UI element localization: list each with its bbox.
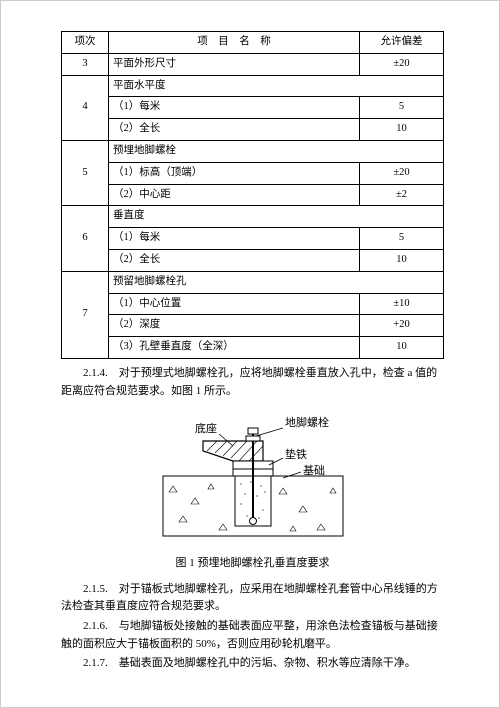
- label-shim: 垫铁: [285, 447, 307, 461]
- table-row: （3）孔壁垂直度（全深） 10: [62, 337, 444, 359]
- cell-group: 平面水平度: [109, 75, 444, 97]
- table-row: （2）全长 10: [62, 249, 444, 271]
- cell-sub: （2）中心距: [109, 184, 360, 206]
- para-215: 2.1.5. 对于锚板式地脚螺栓孔，应采用在地脚螺栓孔套管中心吊线锤的方法检查其…: [61, 581, 444, 616]
- cell-sub: （1）每米: [109, 228, 360, 250]
- para-217: 2.1.7. 基础表面及地脚螺栓孔中的污垢、杂物、积水等应清除干净。: [61, 655, 444, 673]
- table-row: 4 平面水平度: [62, 75, 444, 97]
- label-bolt: 地脚螺栓: [285, 415, 329, 429]
- cell-idx: 7: [62, 271, 109, 358]
- table-row: （1）每米 5: [62, 97, 444, 119]
- para-214: 2.1.4. 对于预埋式地脚螺栓孔，应将地脚螺栓垂直放入孔中，检查 a 值的距离…: [61, 365, 444, 400]
- cell-tol: ±2: [360, 184, 444, 206]
- table-row: （2）中心距 ±2: [62, 184, 444, 206]
- cell-group: 预埋地脚螺栓: [109, 140, 444, 162]
- table-row: 6 垂直度: [62, 206, 444, 228]
- cell-sub: （3）孔壁垂直度（全深）: [109, 337, 360, 359]
- figure-1: 底座 地脚螺栓 垫铁 基础: [61, 406, 444, 551]
- table-row: 5 预埋地脚螺栓: [62, 140, 444, 162]
- col-name: 项 目 名 称: [109, 32, 360, 54]
- col-idx: 项次: [62, 32, 109, 54]
- cell-sub: （2）深度: [109, 315, 360, 337]
- cell-idx: 3: [62, 53, 109, 75]
- cell-tol: +20: [360, 315, 444, 337]
- para-216: 2.1.6. 与地脚锚板处接触的基础表面应平整，用涂色法检查锚板与基础接触的面积…: [61, 618, 444, 653]
- cell-group: 垂直度: [109, 206, 444, 228]
- label-foundation: 基础: [303, 464, 325, 477]
- cell-idx: 5: [62, 140, 109, 205]
- table-row: （2）全长 10: [62, 119, 444, 141]
- cell-tol: 5: [360, 228, 444, 250]
- table-row: 7 预留地脚螺栓孔: [62, 271, 444, 293]
- table-row: 3 平面外形尺寸 ±20: [62, 53, 444, 75]
- cell-name: 平面外形尺寸: [109, 53, 360, 75]
- table-header-row: 项次 项 目 名 称 允许偏差: [62, 32, 444, 54]
- col-tol: 允许偏差: [360, 32, 444, 54]
- cell-sub: （2）全长: [109, 119, 360, 141]
- table-row: （1）标高（顶端） ±20: [62, 162, 444, 184]
- cell-tol: ±10: [360, 293, 444, 315]
- cell-tol: 10: [360, 249, 444, 271]
- cell-sub: （1）中心位置: [109, 293, 360, 315]
- cell-group: 预留地脚螺栓孔: [109, 271, 444, 293]
- cell-idx: 4: [62, 75, 109, 140]
- label-base: 底座: [195, 421, 217, 435]
- cell-tol: ±20: [360, 53, 444, 75]
- page: 项次 项 目 名 称 允许偏差 3 平面外形尺寸 ±20 4 平面水平度 （1）…: [0, 0, 500, 708]
- cell-sub: （1）每米: [109, 97, 360, 119]
- cell-sub: （2）全长: [109, 249, 360, 271]
- spec-table: 项次 项 目 名 称 允许偏差 3 平面外形尺寸 ±20 4 平面水平度 （1）…: [61, 31, 444, 359]
- cell-idx: 6: [62, 206, 109, 271]
- cell-tol: 5: [360, 97, 444, 119]
- cell-tol: 10: [360, 119, 444, 141]
- cell-sub: （1）标高（顶端）: [109, 162, 360, 184]
- table-row: （2）深度 +20: [62, 315, 444, 337]
- bolt-diagram-svg: 底座 地脚螺栓 垫铁 基础: [133, 406, 373, 551]
- cell-tol: 10: [360, 337, 444, 359]
- cell-tol: ±20: [360, 162, 444, 184]
- table-row: （1）中心位置 ±10: [62, 293, 444, 315]
- figure-caption: 图 1 预埋地脚螺栓孔垂直度要求: [61, 555, 444, 573]
- table-row: （1）每米 5: [62, 228, 444, 250]
